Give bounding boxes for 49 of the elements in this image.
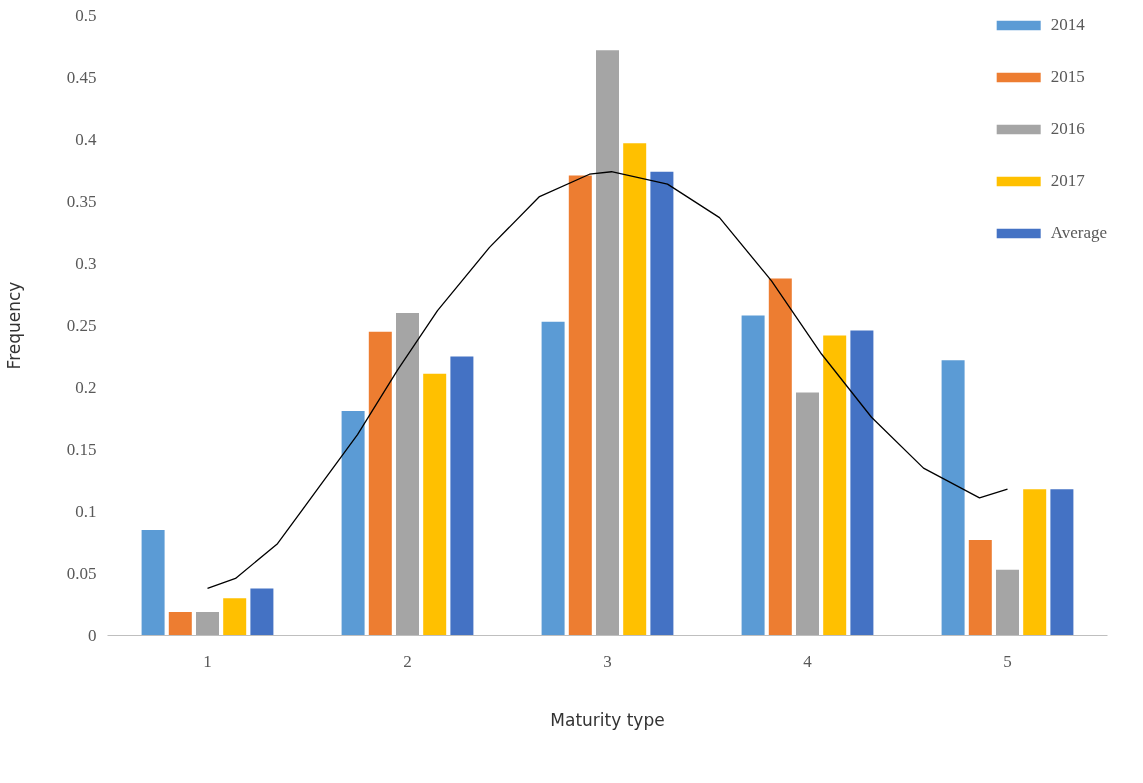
x-tick-label: 4	[803, 651, 813, 671]
bar	[650, 171, 674, 636]
bar	[196, 611, 219, 636]
y-tick-label: 0.05	[66, 564, 97, 583]
bar	[968, 540, 992, 636]
x-tick-label: 3	[603, 651, 612, 671]
bar	[996, 569, 1019, 636]
y-tick-label: 0.1	[75, 502, 97, 521]
legend-label: 2016	[1050, 119, 1085, 139]
bar	[768, 278, 792, 636]
y-tick-label: 0.15	[66, 440, 97, 459]
bar	[741, 315, 765, 636]
bar	[396, 313, 419, 636]
legend-label: Average	[1050, 223, 1107, 243]
bar	[850, 330, 874, 636]
bar	[341, 411, 365, 636]
bar	[568, 175, 592, 636]
y-tick-label: 0	[88, 626, 97, 645]
x-tick-label: 1	[203, 651, 212, 671]
y-tick-label: 0.4	[75, 130, 97, 149]
bar	[941, 360, 965, 636]
y-tick-label: 0.5	[75, 6, 97, 25]
bar	[541, 321, 565, 636]
y-tick-label: 0.35	[66, 192, 97, 211]
legend-label: 2014	[1050, 15, 1085, 35]
bar	[368, 331, 392, 636]
bar	[1023, 489, 1047, 636]
x-axis-title: Maturity type	[550, 709, 665, 730]
bar	[223, 598, 247, 636]
legend-label: 2017	[1050, 171, 1085, 191]
line-series	[206, 171, 1009, 590]
bar	[823, 335, 847, 636]
y-tick-label: 0.45	[66, 68, 97, 87]
bar	[1050, 489, 1074, 636]
y-axis-title: Frequency	[3, 281, 24, 370]
bar	[141, 530, 165, 636]
bar	[250, 588, 274, 636]
bar	[168, 611, 192, 636]
bar	[596, 50, 619, 636]
bar	[450, 356, 474, 636]
x-tick-label: 5	[1003, 651, 1012, 671]
y-tick-label: 0.2	[75, 378, 97, 397]
bar	[623, 143, 647, 636]
legend-label: 2015	[1050, 67, 1085, 87]
bar	[796, 392, 819, 636]
bar	[423, 373, 447, 636]
y-tick-label: 0.3	[75, 254, 97, 273]
y-tick-label: 0.25	[66, 316, 97, 335]
x-tick-label: 2	[403, 651, 412, 671]
